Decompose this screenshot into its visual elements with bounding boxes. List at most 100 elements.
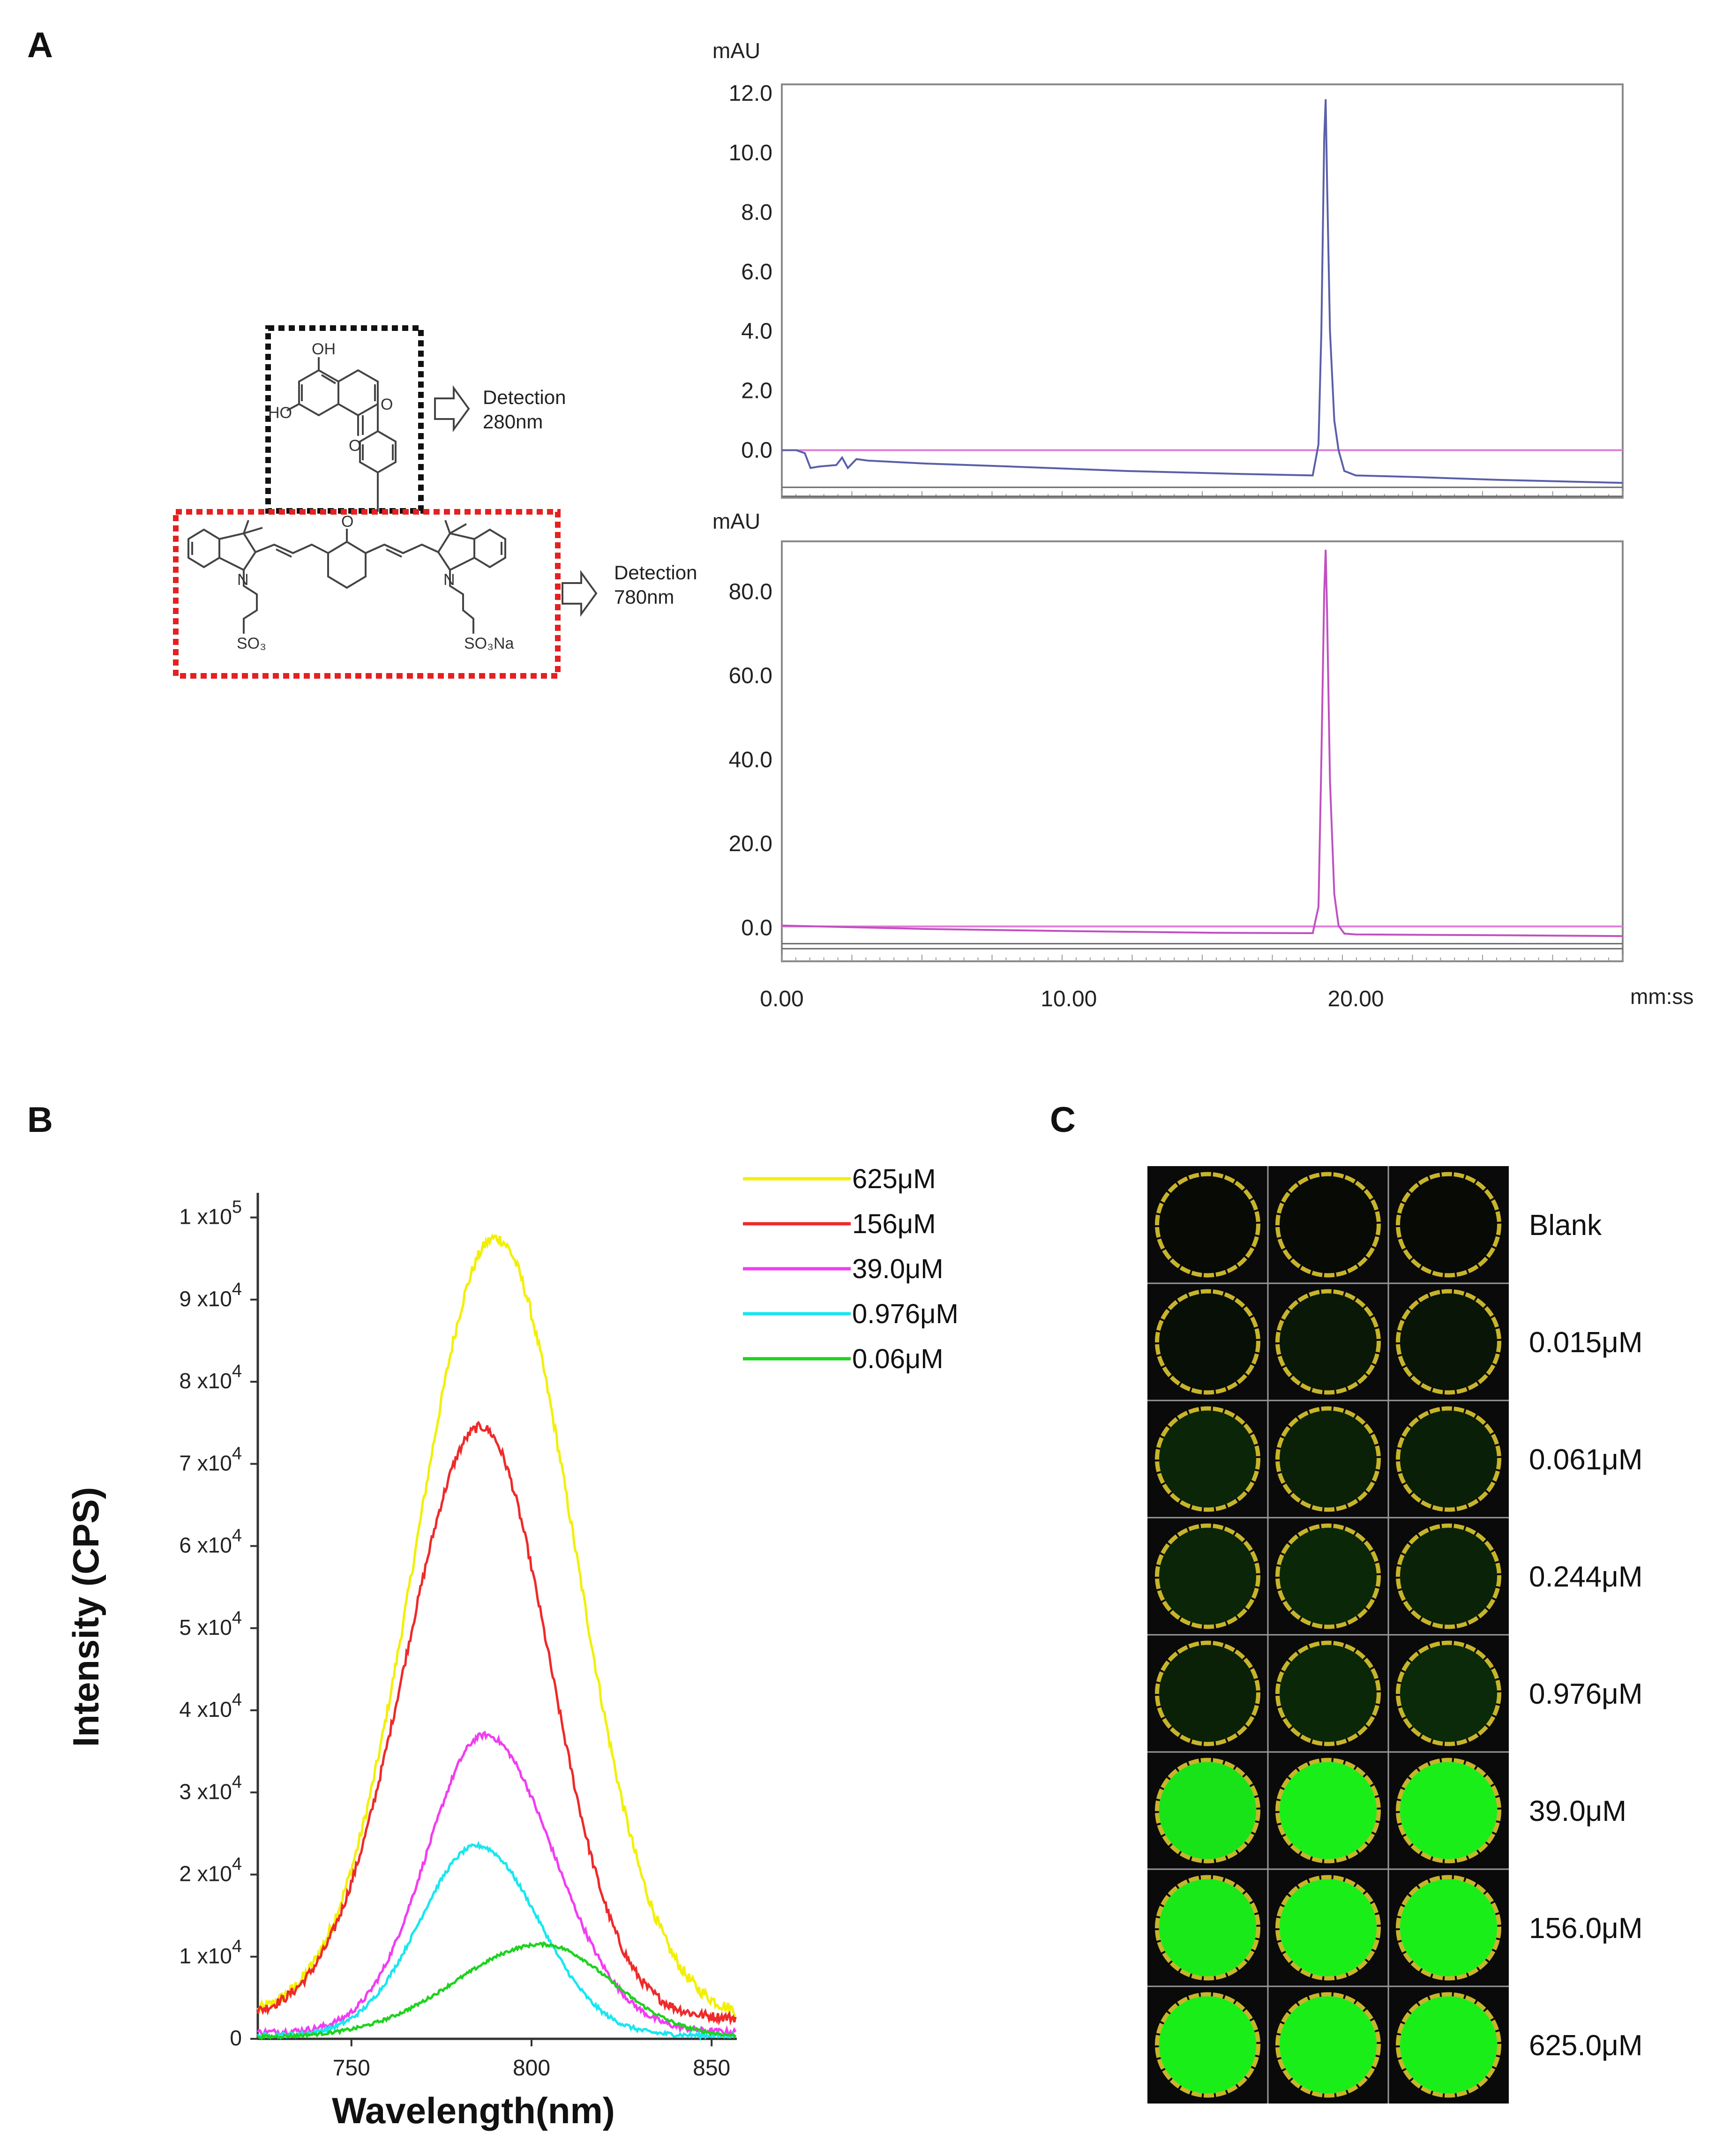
well-fill — [1279, 1410, 1377, 1508]
chrom1-ytick-label: 6.0 — [741, 260, 772, 284]
legend-label: 0.976μM — [852, 1299, 959, 1329]
spectrum-0.976M — [256, 1841, 736, 2041]
chromatogram-280-frame — [781, 83, 1624, 499]
well-ring — [1155, 1523, 1260, 1629]
atom-so3na-right: SO₃Na — [464, 635, 514, 652]
well-row-label: 0.015μM — [1529, 1326, 1643, 1359]
spectra-ytick-label: 0 — [230, 2026, 242, 2050]
legend-label: 0.06μM — [852, 1344, 944, 1374]
well-ring — [1155, 1406, 1260, 1512]
well-fill — [1279, 1996, 1377, 2094]
chrom1-trace — [782, 99, 1623, 484]
well-fill — [1400, 1293, 1498, 1391]
well-fill — [1159, 1293, 1257, 1391]
chrom1-ytick-label: 2.0 — [741, 379, 772, 404]
legend-label: 156μM — [852, 1209, 936, 1239]
chromatogram-780-ylabel: mAU — [712, 509, 760, 533]
chromatogram-780-frame — [781, 540, 1624, 962]
well-ring — [1396, 1289, 1501, 1395]
chrom2-ytick-label: 60.0 — [729, 664, 772, 689]
well-fill — [1279, 1176, 1377, 1273]
spectra-ytick-label: 6 x104 — [179, 1526, 242, 1557]
well-fill — [1400, 1527, 1498, 1625]
well-ring — [1396, 1406, 1501, 1512]
cyclohexene-ring — [327, 540, 367, 589]
well-ring — [1396, 1992, 1501, 2098]
well-ring — [1396, 1172, 1501, 1278]
chromatogram-xlabel: mm:ss — [1630, 984, 1693, 1009]
spectrum-625M — [256, 1233, 736, 2018]
chrom2-ytick-label: 40.0 — [729, 748, 772, 772]
flavone-ring-a — [298, 369, 339, 417]
well-fill — [1159, 1176, 1257, 1273]
well-row-label: 39.0μM — [1529, 1795, 1626, 1827]
well-row-label: 0.061μM — [1529, 1444, 1643, 1476]
well-fill — [1400, 1762, 1498, 1859]
well-ring — [1396, 1523, 1501, 1629]
atom-o-ring: O — [381, 396, 393, 413]
detection-780-line1: Detection — [614, 561, 697, 584]
spectra-ytick-label: 3 x104 — [179, 1772, 242, 1804]
spectra-ytick-label: 8 x104 — [179, 1362, 242, 1393]
spectra-ytick-label: 1 x104 — [179, 1937, 242, 1968]
well-fill — [1159, 1527, 1257, 1625]
chrom2-xtick-label: 10.00 — [1041, 987, 1097, 1011]
well-row-label: 0.244μM — [1529, 1561, 1643, 1593]
detection-arrow-780 — [562, 569, 598, 617]
well-ring — [1275, 1992, 1381, 2098]
well-fill — [1400, 1996, 1498, 2094]
spectrum-39.0M — [256, 1730, 737, 2037]
legend-label: 625μM — [852, 1164, 936, 1194]
atom-ho-left: HO — [268, 404, 292, 422]
spectra-ytick-label: 2 x104 — [179, 1855, 242, 1886]
spectra-ytick-label: 1 x105 — [179, 1198, 242, 1229]
chrom2-xtick-label: 20.00 — [1328, 987, 1384, 1011]
well-fill — [1279, 1645, 1377, 1742]
spectra-ytick-label: 4 x104 — [179, 1690, 242, 1722]
chrom2-ytick-label: 20.0 — [729, 831, 772, 856]
atom-o-ketone: O — [349, 437, 361, 455]
chrom2-ytick-label: 80.0 — [729, 580, 772, 605]
detection-box-280 — [265, 325, 424, 514]
chromatogram-280: mAU 12.0 10.0 8.0 6.0 4.0 2.0 0.0 — [712, 38, 1624, 499]
well-ring — [1155, 1640, 1260, 1746]
spectra-ytick-label: 5 x104 — [179, 1608, 242, 1639]
chromatogram-780: mAU 80.0 60.0 40.0 20.0 0.0 0.00 10.00 20.00 m… — [712, 509, 1693, 1011]
well-image-grid: Blank 0.015μM 0.061μM 0.244μM 0.976μM 39.0μM 1… — [1147, 1166, 1643, 2104]
chrom2-trace — [781, 549, 1623, 937]
well-fill — [1159, 1762, 1257, 1859]
spectra-xlabel: Wavelength(nm) — [332, 2090, 615, 2131]
chrom1-ytick-label: 10.0 — [729, 141, 772, 165]
well-fill — [1400, 1645, 1498, 1742]
atom-so3-left: SO₃ — [237, 635, 266, 652]
well-fill — [1400, 1176, 1498, 1273]
well-ring — [1155, 1758, 1260, 1864]
detection-box-780 — [173, 509, 561, 679]
spectra-legend: 625μM 156μM 39.0μM 0.976μM 0.06μM — [743, 1164, 959, 1374]
well-ring — [1275, 1523, 1381, 1629]
detection-280-line2: 280nm — [483, 411, 543, 433]
atom-n-right: N — [443, 571, 455, 589]
detection-780-line2: 780nm — [614, 586, 674, 608]
well-fill — [1279, 1293, 1377, 1391]
panel-letter-b: B — [27, 1100, 53, 1140]
spectra-xtick-label: 750 — [333, 2056, 370, 2081]
fluorescence-spectra-chart: 1 x105 9 x104 8 x104 7 x104 6 x104 5 x104 4 x1… — [65, 1164, 959, 2131]
chromatogram-280-ylabel: mAU — [712, 38, 760, 63]
well-row-label: 0.976μM — [1529, 1678, 1643, 1710]
well-row-label: Blank — [1529, 1209, 1602, 1242]
chrom2-ytick-label: 0.0 — [741, 915, 772, 940]
chrom1-ytick-label: 12.0 — [729, 81, 772, 106]
well-fill — [1279, 1762, 1377, 1859]
chemical-structure — [173, 325, 598, 679]
atom-oh-top: OH — [312, 340, 336, 358]
well-ring — [1155, 1172, 1260, 1278]
well-ring — [1275, 1172, 1381, 1278]
chrom1-ytick-label: 4.0 — [741, 319, 772, 344]
well-row-label: 156.0μM — [1529, 1912, 1643, 1945]
atom-o-center: O — [341, 513, 353, 531]
well-ring — [1275, 1875, 1381, 1981]
indole-ring-right — [473, 528, 506, 569]
detection-arrow-280 — [434, 385, 470, 433]
